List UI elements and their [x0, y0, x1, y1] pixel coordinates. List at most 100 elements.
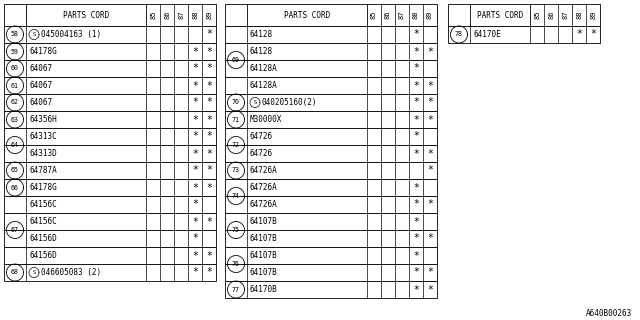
Text: 89: 89 — [590, 11, 596, 19]
Text: *: * — [192, 132, 198, 141]
Text: *: * — [427, 284, 433, 294]
Text: 87: 87 — [399, 11, 405, 19]
Text: *: * — [192, 98, 198, 108]
Text: *: * — [576, 29, 582, 39]
Text: *: * — [413, 115, 419, 124]
Text: 85: 85 — [150, 11, 156, 19]
Text: *: * — [206, 81, 212, 91]
Text: *: * — [413, 199, 419, 210]
Bar — [4, 128, 216, 145]
Text: *: * — [206, 165, 212, 175]
Text: *: * — [427, 81, 433, 91]
Text: 87: 87 — [562, 11, 568, 19]
Text: S: S — [33, 270, 36, 275]
Text: *: * — [192, 81, 198, 91]
Text: 89: 89 — [206, 11, 212, 19]
Bar — [4, 162, 216, 179]
Text: 64178G: 64178G — [29, 183, 57, 192]
Text: 87: 87 — [178, 11, 184, 19]
Text: 86: 86 — [548, 11, 554, 19]
Text: 62: 62 — [11, 100, 19, 106]
Text: 61: 61 — [11, 83, 19, 89]
Text: 64170B: 64170B — [250, 285, 278, 294]
Bar — [4, 230, 216, 247]
Bar — [4, 213, 216, 230]
Text: *: * — [206, 148, 212, 158]
Bar — [448, 4, 600, 26]
Text: 65: 65 — [11, 167, 19, 173]
Text: 64107B: 64107B — [250, 217, 278, 226]
Text: *: * — [413, 251, 419, 260]
Text: *: * — [206, 182, 212, 193]
Text: 64726: 64726 — [250, 132, 273, 141]
Text: *: * — [413, 217, 419, 227]
Bar — [4, 264, 216, 281]
Text: 64313C: 64313C — [29, 132, 57, 141]
Text: *: * — [413, 63, 419, 74]
Text: 64128A: 64128A — [250, 64, 278, 73]
Text: *: * — [206, 132, 212, 141]
Bar — [4, 196, 216, 213]
Text: *: * — [192, 148, 198, 158]
Text: 64726: 64726 — [250, 149, 273, 158]
Text: *: * — [206, 63, 212, 74]
Text: A640B00263: A640B00263 — [586, 308, 632, 317]
Text: 64107B: 64107B — [250, 234, 278, 243]
Bar — [4, 145, 216, 162]
Bar — [225, 43, 437, 60]
Text: *: * — [413, 29, 419, 39]
Bar — [4, 94, 216, 111]
Text: 85: 85 — [371, 11, 377, 19]
Text: 64067: 64067 — [29, 98, 52, 107]
Text: 66: 66 — [11, 185, 19, 190]
Text: *: * — [206, 29, 212, 39]
Text: *: * — [413, 148, 419, 158]
Text: 64067: 64067 — [29, 64, 52, 73]
Text: 64128: 64128 — [250, 30, 273, 39]
Bar — [4, 247, 216, 264]
Text: 78: 78 — [455, 31, 463, 37]
Text: 64067: 64067 — [29, 81, 52, 90]
Text: *: * — [427, 268, 433, 277]
Text: *: * — [192, 165, 198, 175]
Bar — [225, 128, 437, 145]
Text: 67: 67 — [11, 227, 19, 233]
Text: *: * — [427, 148, 433, 158]
Bar — [225, 213, 437, 230]
Bar — [4, 77, 216, 94]
Text: 88: 88 — [576, 11, 582, 19]
Text: 64156C: 64156C — [29, 217, 57, 226]
Bar — [4, 179, 216, 196]
Text: 68: 68 — [11, 269, 19, 276]
Text: *: * — [413, 234, 419, 244]
Text: *: * — [192, 63, 198, 74]
Text: *: * — [206, 268, 212, 277]
Bar — [225, 281, 437, 298]
Text: 64178G: 64178G — [29, 47, 57, 56]
Text: 72: 72 — [232, 142, 240, 148]
Text: *: * — [427, 98, 433, 108]
Text: *: * — [427, 115, 433, 124]
Text: 046605083 (2): 046605083 (2) — [41, 268, 101, 277]
Bar — [225, 196, 437, 213]
Text: 64726A: 64726A — [250, 183, 278, 192]
Text: 77: 77 — [232, 286, 240, 292]
Text: PARTS CORD: PARTS CORD — [284, 11, 330, 20]
Text: *: * — [192, 182, 198, 193]
Text: *: * — [192, 251, 198, 260]
Text: *: * — [427, 165, 433, 175]
Bar — [225, 247, 437, 264]
Text: 64726A: 64726A — [250, 200, 278, 209]
Bar — [225, 111, 437, 128]
Text: 88: 88 — [413, 11, 419, 19]
Text: *: * — [192, 46, 198, 57]
Text: 64107B: 64107B — [250, 251, 278, 260]
Text: 69: 69 — [232, 57, 240, 63]
Text: *: * — [413, 46, 419, 57]
Text: 70: 70 — [232, 100, 240, 106]
Text: 64156C: 64156C — [29, 200, 57, 209]
Text: 64156D: 64156D — [29, 251, 57, 260]
Text: M30000X: M30000X — [250, 115, 282, 124]
Text: 74: 74 — [232, 193, 240, 199]
Text: *: * — [192, 115, 198, 124]
